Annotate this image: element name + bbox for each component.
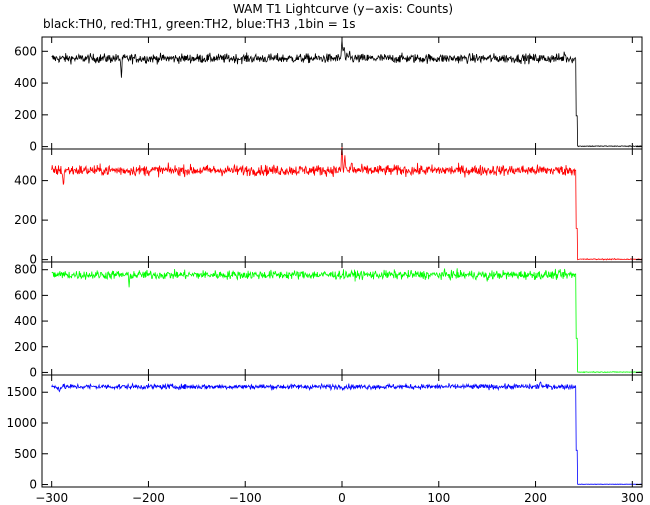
x-tick-label: −300	[35, 491, 68, 505]
panel-1: 0 200 400 600	[14, 36, 643, 154]
y-tick-label: 200	[14, 340, 37, 354]
panel-frame	[41, 261, 643, 376]
series-line-TH0	[51, 39, 642, 148]
series-line-TH3	[51, 381, 642, 485]
x-tick-label: 0	[338, 491, 346, 505]
x-tick-label: 200	[524, 491, 547, 505]
panel-2: 0 200 400	[14, 147, 643, 267]
y-tick-label: 0	[29, 253, 37, 267]
panel-3: 0 200 400 600 800	[14, 261, 643, 379]
y-tick-label: 400	[14, 314, 37, 328]
series-line-TH1	[51, 147, 643, 261]
x-tick-label: 300	[621, 491, 644, 505]
y-tick-label: 1000	[6, 416, 37, 430]
chart-subtitle: black:TH0, red:TH1, green:TH2, blue:TH3 …	[43, 17, 356, 31]
y-tick-label: 0	[29, 365, 37, 379]
y-tick-label: 0	[29, 140, 37, 154]
y-tick-label: 200	[14, 108, 37, 122]
y-tick-label: 800	[14, 263, 37, 277]
chart-title: WAM T1 Lightcurve (y−axis: Counts)	[233, 2, 453, 16]
y-tick-label: 600	[14, 44, 37, 58]
y-tick-label: 1500	[6, 385, 37, 399]
y-tick-label: 400	[14, 174, 37, 188]
x-tick-label: 100	[427, 491, 450, 505]
x-tick-label: −100	[229, 491, 262, 505]
x-tick-label: −200	[132, 491, 165, 505]
panel-frame	[41, 36, 643, 150]
panel-frame	[41, 148, 643, 263]
panel-frame	[41, 374, 643, 488]
y-tick-label: 500	[14, 447, 37, 461]
panel-4: 0 500 1000 1500 −300 −200 −100 0 100 200 300	[6, 374, 644, 505]
y-tick-label: 600	[14, 288, 37, 302]
series-line-TH2	[51, 268, 643, 374]
y-tick-label: 0	[29, 478, 37, 492]
y-tick-label: 400	[14, 76, 37, 90]
panels: 0200400600020040002004006008000500100015…	[6, 36, 644, 505]
y-tick-label: 200	[14, 213, 37, 227]
